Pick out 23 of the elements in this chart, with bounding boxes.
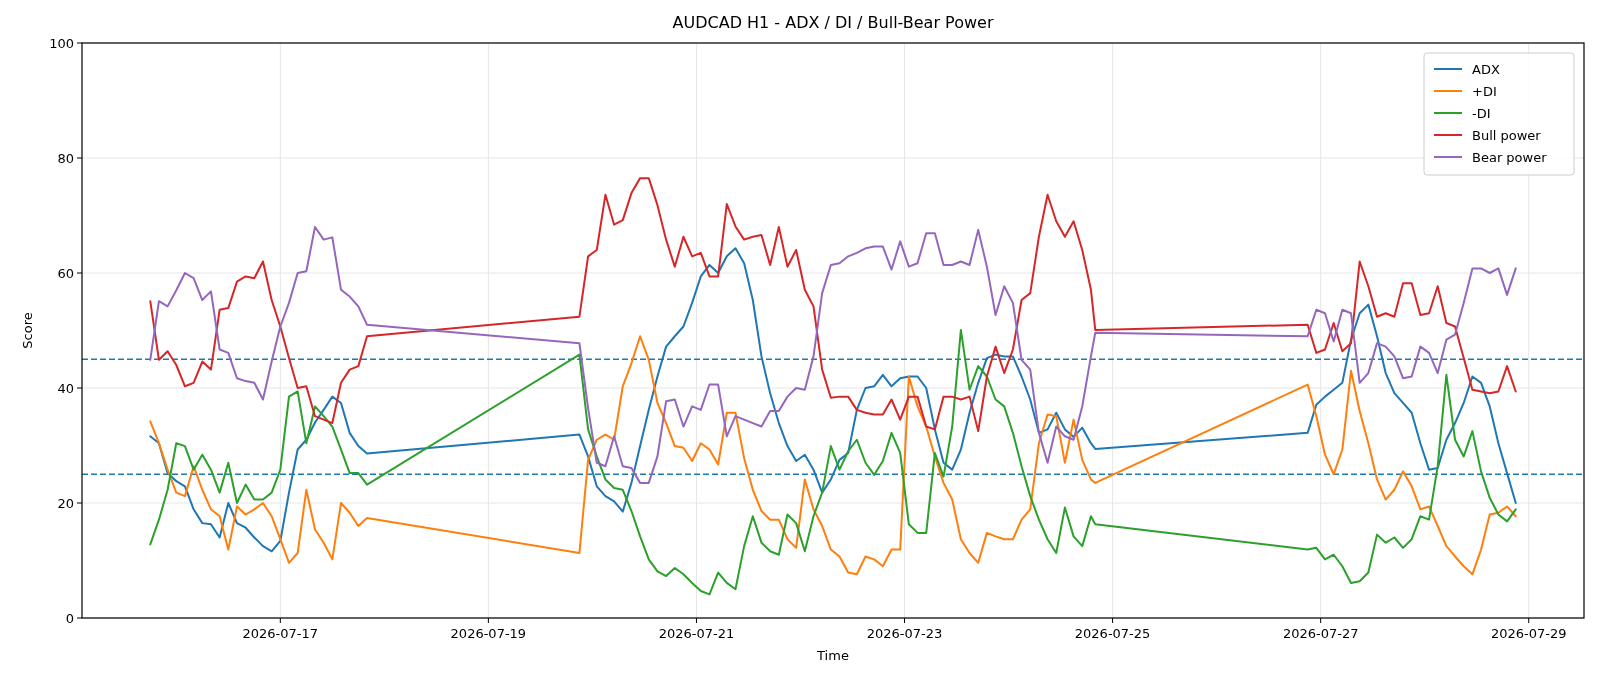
x-tick-label: 2026-07-25 bbox=[1074, 626, 1151, 641]
x-tick-label: 2026-07-23 bbox=[866, 626, 943, 641]
line-series bbox=[149, 177, 1517, 433]
legend-label: ADX bbox=[1472, 61, 1500, 77]
x-axis-title: Time bbox=[816, 648, 849, 663]
legend-label: +DI bbox=[1472, 83, 1497, 99]
chart-title: AUDCAD H1 - ADX / DI / Bull-Bear Power bbox=[672, 13, 994, 32]
y-axis-title: Score bbox=[20, 312, 35, 349]
x-tick-label: 2026-07-21 bbox=[658, 626, 735, 641]
y-tick-label: 20 bbox=[57, 495, 74, 511]
legend-label: Bear power bbox=[1472, 149, 1548, 165]
legend-label: -DI bbox=[1472, 105, 1491, 121]
line-series bbox=[149, 226, 1517, 484]
legend-label: Bull power bbox=[1472, 127, 1542, 143]
y-tick-label: 100 bbox=[49, 35, 74, 51]
y-tick-label: 60 bbox=[57, 265, 74, 281]
x-tick-label: 2026-07-17 bbox=[242, 626, 319, 641]
x-tick-label: 2026-07-29 bbox=[1490, 626, 1567, 641]
x-tick-label: 2026-07-27 bbox=[1282, 626, 1359, 641]
x-tick-label: 2026-07-19 bbox=[450, 626, 527, 641]
y-tick-label: 40 bbox=[57, 380, 74, 396]
y-tick-label: 0 bbox=[65, 610, 74, 626]
y-tick-label: 80 bbox=[57, 150, 74, 166]
